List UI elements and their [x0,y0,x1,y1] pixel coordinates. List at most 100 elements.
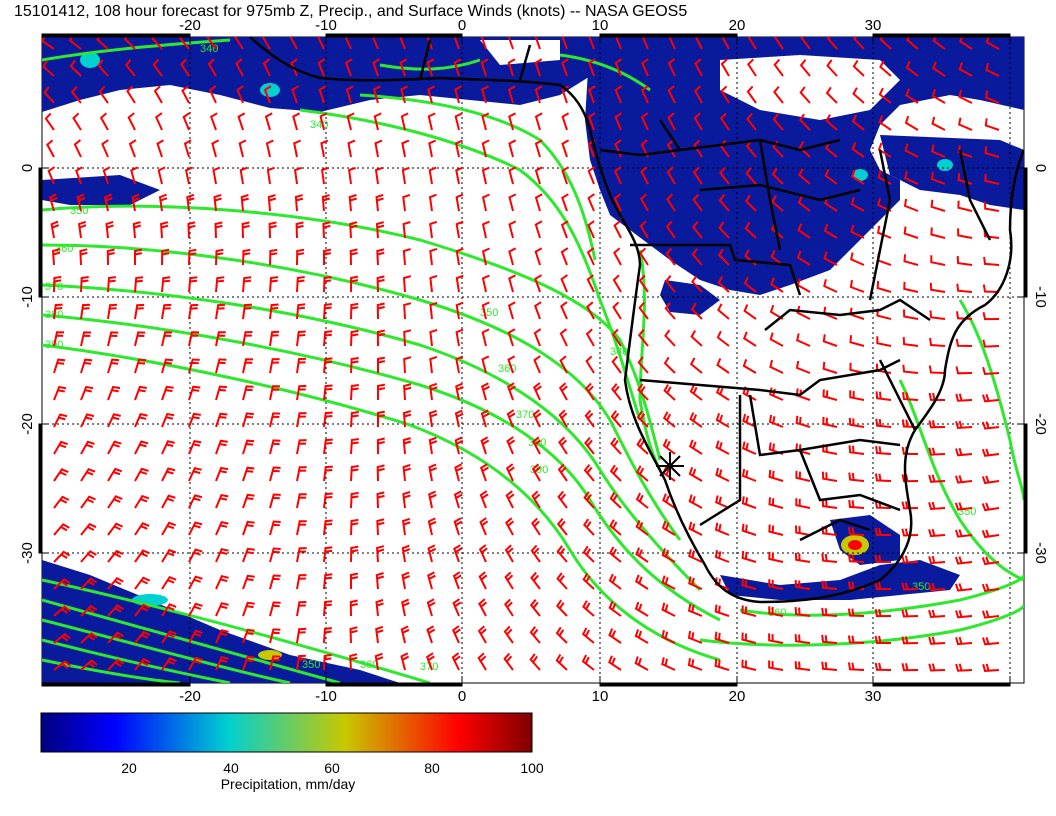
wind-barb [134,358,147,374]
wind-barb [181,85,190,104]
wind-barb [609,519,622,536]
wind-barb [323,438,333,455]
lon-tick-label: -10 [315,17,337,34]
wind-barb [455,301,464,320]
wind-barb [429,355,438,374]
wind-barb [107,577,124,590]
wind-barb [51,248,61,266]
wind-barb [956,283,973,293]
wind-barb [453,490,463,509]
wind-barb [612,274,622,293]
wind-barb [982,284,1000,293]
wind-barb [296,520,307,536]
wind-barb [426,37,433,50]
wind-barb [481,166,490,185]
wind-barb [215,521,229,536]
wind-barb [296,547,307,563]
wind-barb [161,358,173,374]
wind-barb [374,166,383,185]
wind-barb [350,438,359,455]
wind-barb [161,603,177,617]
wind-barb [901,582,919,591]
wind-barb [428,463,437,482]
wind-barb [848,417,865,428]
wind-barb [794,579,811,590]
wind-barb [904,171,919,185]
wind-barb [747,37,757,50]
wind-barb [53,440,69,455]
wind-barb [981,421,1000,430]
wind-barb [773,58,784,77]
wind-barb [293,139,302,158]
wind-barb [981,556,1000,566]
wind-barb [529,653,541,671]
wind-barb [69,59,82,77]
wind-barb [454,112,463,131]
wind-barb [981,583,1000,592]
wind-barb [742,331,757,347]
colorbar-tick-label: 100 [520,760,544,776]
wind-barb [161,331,173,347]
wind-barb [582,572,595,590]
wind-barb [848,499,865,509]
wind-barb [131,193,141,212]
wind-barb [107,358,120,374]
wind-barb [429,220,438,239]
wind-barb [376,518,385,536]
wind-barb [768,660,784,671]
wind-barb [269,628,281,644]
wind-barb [693,112,703,131]
contour-label: 360 [360,659,378,671]
wind-barb [932,37,946,50]
axis-band [38,167,43,298]
wind-barb [985,37,1000,50]
wind-barb [242,385,254,401]
wind-barb [156,139,165,158]
wind-barb [714,658,730,671]
wind-barb [323,303,332,320]
wind-barb [123,37,136,50]
wind-barb [375,221,385,239]
wind-barb [615,37,622,50]
wind-barb [454,463,463,482]
lat-tick-label: 0 [1032,164,1049,172]
wind-barb [323,519,333,536]
wind-barb [132,221,142,239]
contour-label: 340 [610,346,628,358]
axis-band [41,33,191,38]
wind-barb [347,166,357,185]
wind-barb [53,660,72,671]
wind-barb [350,518,359,536]
contour-label: 350 [70,205,88,217]
wind-barb [587,58,596,77]
wind-barb [296,384,307,401]
wind-barb [636,465,649,482]
wind-barb [242,655,255,671]
axis-band [41,682,191,687]
wind-barb [663,384,676,401]
wind-barb [215,303,226,320]
wind-barb [640,112,649,131]
wind-barb [689,384,703,401]
lon-tick-label: 30 [865,688,882,705]
wind-barb [323,627,332,644]
wind-barb [636,438,649,455]
wind-barb [480,409,490,428]
wind-barb [984,173,1000,185]
wind-barb [235,58,244,77]
wind-barb [584,409,595,428]
wind-barb [296,303,306,320]
wind-barb [242,547,255,563]
wind-barb [508,274,516,293]
wind-barb [534,247,543,266]
wind-barb [901,501,919,510]
bottom-lon-axis: -20 -10 0 10 20 30 [179,688,881,705]
wind-barb [452,571,462,590]
wind-barb [80,331,92,347]
wind-barb [955,420,973,430]
wind-barb [183,139,192,158]
wind-barb [97,59,109,77]
wind-barb [187,221,196,239]
wind-barb [800,37,811,50]
